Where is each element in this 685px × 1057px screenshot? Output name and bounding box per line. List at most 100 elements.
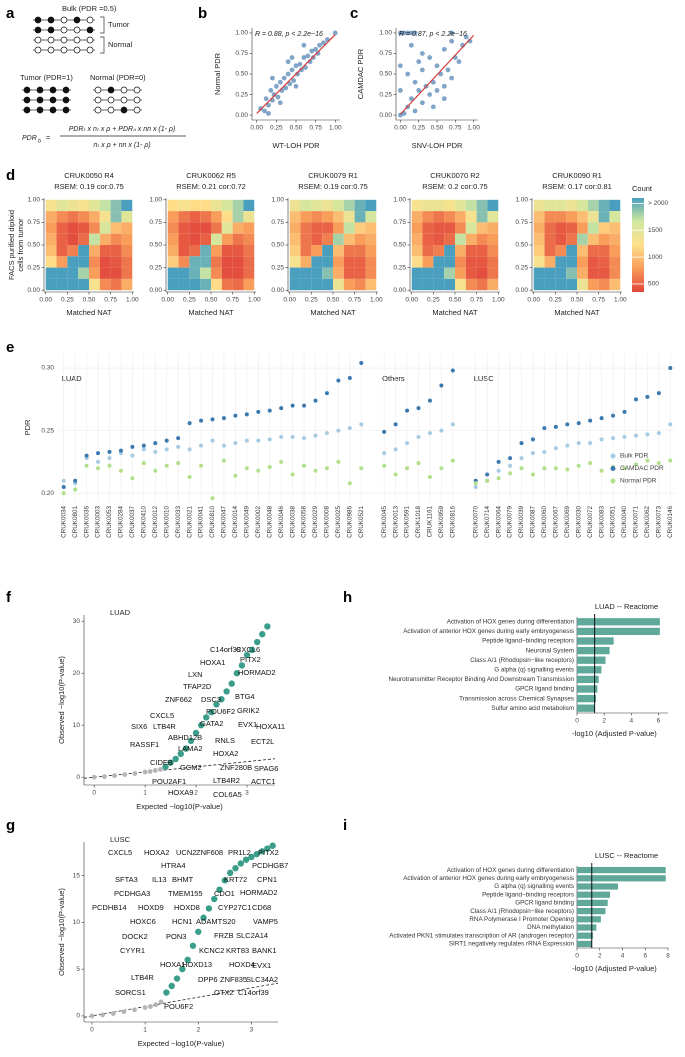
- dot: [553, 466, 558, 471]
- point: [148, 1004, 153, 1009]
- cpg-site: [107, 96, 115, 104]
- gene-label: ZNF608: [196, 848, 223, 857]
- dot: [656, 391, 661, 396]
- y-tick-label: 0.75: [515, 219, 528, 226]
- dot: [530, 451, 535, 456]
- point: [172, 755, 179, 763]
- panel-title: LUSC -- Reactome: [595, 851, 658, 860]
- point: [285, 59, 291, 65]
- heatmap-cell: [178, 278, 190, 291]
- gene-label: HOXD4: [229, 960, 255, 969]
- x-tick-label: 0: [92, 790, 96, 797]
- point: [184, 956, 191, 964]
- heatmap-cell: [167, 245, 179, 257]
- heatmap-cell: [56, 199, 68, 212]
- point: [427, 55, 433, 60]
- gene-label: EVX1: [252, 961, 271, 970]
- heatmap-cell: [487, 267, 499, 279]
- bracket: [100, 16, 105, 34]
- heatmap-cell: [609, 211, 621, 223]
- heatmap-cell: [433, 199, 445, 212]
- dot: [405, 408, 410, 413]
- heatmap-cell: [444, 222, 455, 234]
- heatmap-cell: [211, 222, 222, 234]
- dot: [508, 456, 513, 461]
- dot: [576, 463, 581, 468]
- cpg-site: [107, 106, 115, 114]
- x-tick-label: CRUK0060: [541, 506, 548, 538]
- heatmap-cell: [56, 245, 68, 257]
- heatmap-cell: [343, 233, 355, 245]
- gene-label: CXCL5: [150, 711, 174, 720]
- heatmap-cell: [465, 256, 477, 268]
- heatmap-cell: [476, 222, 488, 234]
- cpg-site: [107, 86, 115, 94]
- bar: [577, 899, 608, 907]
- heatmap-cell: [311, 278, 323, 291]
- heatmap-cell: [322, 233, 333, 245]
- dot: [73, 487, 78, 492]
- heatmap-cell: [487, 256, 499, 268]
- heatmap-cell: [311, 267, 323, 279]
- gene-label: VAMP5: [253, 917, 278, 926]
- heatmap-cell: [333, 211, 344, 223]
- heatmap-cell: [178, 256, 190, 268]
- x-tick-label: 1.00: [329, 125, 342, 132]
- x-tick-label: 0.25: [305, 297, 318, 304]
- heatmap-subtitle: RSEM: 0.17 cor:0.81: [542, 182, 612, 191]
- dot: [485, 472, 490, 477]
- y-axis-label: Normal PDR: [213, 52, 222, 95]
- x-tick-label: CRUK0073: [656, 506, 663, 538]
- y-tick-label: 0.50: [515, 242, 528, 249]
- heatmap-cell: [300, 199, 312, 212]
- gene-label: HOXA11: [256, 722, 285, 731]
- heatmap-cell: [99, 233, 111, 245]
- x-tick-label: 1.00: [248, 297, 261, 304]
- x-tick-label: CRUK0002: [255, 506, 262, 538]
- dot: [393, 447, 398, 452]
- dot: [107, 449, 112, 454]
- x-tick-label: 0.00: [283, 297, 296, 304]
- point: [253, 850, 260, 858]
- heatmap-cell: [487, 222, 499, 234]
- category-label: Peptide ligand−binding receptors: [482, 638, 574, 645]
- y-axis-label: FACS purified diploid: [7, 210, 16, 280]
- y-tick-label: 0.75: [271, 219, 284, 226]
- heatmap-cell: [365, 222, 377, 234]
- heatmap-cell: [433, 256, 445, 268]
- gene-label: PCDHB14: [92, 903, 127, 912]
- point: [405, 30, 411, 36]
- x-axis-label: -log10 (Adjusted P-value): [572, 964, 657, 973]
- dot: [565, 422, 570, 427]
- panel-title: LUAD -- Reactome: [595, 602, 658, 611]
- point: [315, 51, 321, 56]
- point: [441, 83, 447, 89]
- point: [228, 680, 235, 687]
- point: [412, 108, 418, 114]
- gene-label: CYP27C1: [218, 903, 251, 912]
- heatmap-cell: [311, 256, 323, 268]
- heatmap-cell: [455, 199, 466, 212]
- bar: [577, 940, 592, 948]
- x-tick-label: CRUK0012: [152, 506, 159, 538]
- heatmap-cell: [609, 278, 621, 291]
- dot: [130, 476, 135, 481]
- heatmap-cell: [211, 233, 222, 245]
- dot: [347, 426, 352, 431]
- heatmap-cell: [167, 222, 179, 234]
- point: [262, 108, 267, 114]
- gene-label: POU2AF1: [152, 777, 186, 786]
- heatmap-subtitle: RSEM: 0.19 cor:0.75: [54, 182, 124, 191]
- heatmap-cell: [121, 245, 133, 257]
- dot: [542, 466, 547, 471]
- point: [397, 88, 403, 93]
- x-tick-label: 0.50: [205, 297, 218, 304]
- heatmap-cell: [354, 199, 366, 212]
- heatmap-cell: [211, 211, 222, 223]
- point: [248, 853, 255, 861]
- dot: [599, 437, 604, 442]
- heatmap-cell: [200, 199, 211, 212]
- gene-label: KRT83: [226, 946, 249, 955]
- dot: [187, 421, 192, 426]
- heatmap-cell: [333, 233, 344, 245]
